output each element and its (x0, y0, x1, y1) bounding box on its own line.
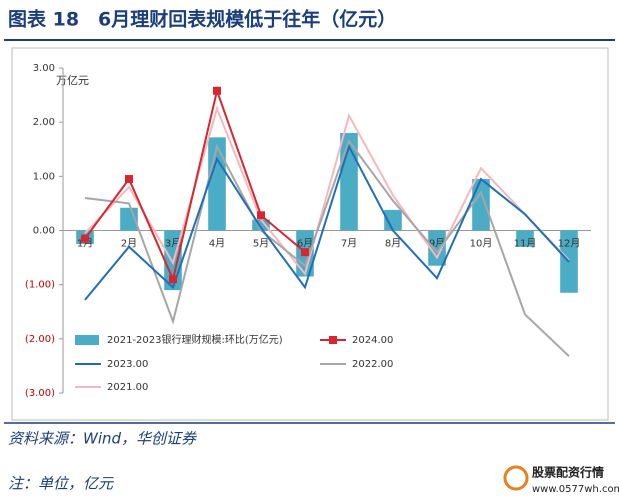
point-marker (301, 248, 309, 257)
bar (252, 219, 270, 231)
y-tick-label: 1.00 (33, 171, 55, 182)
legend-key-marker (329, 336, 337, 344)
line-series (84, 105, 570, 276)
legend-label: 2021-2023银行理财规模:环比(万亿元) (107, 333, 283, 346)
chart-title: 图表 18 6月理财回表规模低于往年（亿元） (8, 8, 396, 31)
legend-label: 2022.00 (352, 359, 393, 370)
y-tick-label: 0.00 (33, 226, 55, 237)
line-series (84, 143, 570, 301)
x-tick-label: 4月 (209, 238, 225, 250)
x-tick-label: 7月 (341, 238, 357, 250)
bar (384, 209, 402, 231)
y-tick-label: 3.00 (33, 63, 55, 74)
y-tick-label: (1.00) (25, 280, 55, 291)
legend-label: 2024.00 (352, 335, 393, 346)
bar (428, 230, 446, 266)
x-tick-label: 11月 (514, 238, 537, 250)
x-tick-label: 12月 (558, 238, 581, 250)
x-tick-label: 8月 (385, 238, 401, 250)
point-marker (257, 211, 265, 220)
bar (208, 137, 226, 231)
source: 资料来源：Wind，华创证券 (8, 430, 197, 448)
watermark-url: www.0577wh.com (532, 484, 619, 495)
point-marker (213, 86, 221, 95)
point-marker (125, 175, 133, 184)
legend-label: 2023.00 (107, 359, 148, 370)
point-marker (81, 234, 89, 243)
legend-key (75, 335, 99, 345)
chart-frame (11, 47, 609, 421)
note: 注：单位，亿元 (8, 475, 114, 493)
x-tick-label: 10月 (470, 238, 493, 250)
y-tick-label: 2.00 (33, 117, 55, 128)
watermark: 股票配资行情 (532, 465, 604, 480)
bar (472, 179, 490, 231)
unit-label: 万亿元 (56, 74, 89, 87)
x-tick-label: 6月 (297, 238, 313, 250)
line-series (84, 139, 570, 357)
x-tick-label: 1月 (77, 238, 93, 250)
y-tick-label: (2.00) (25, 334, 55, 345)
legend-label: 2021.00 (107, 382, 148, 393)
logo (503, 465, 529, 491)
line-series (84, 87, 306, 283)
bar (516, 230, 534, 247)
point-marker (169, 275, 177, 284)
x-tick-label: 2月 (121, 238, 137, 250)
y-tick-label: (3.00) (25, 388, 55, 399)
x-tick-label: 5月 (253, 238, 269, 250)
